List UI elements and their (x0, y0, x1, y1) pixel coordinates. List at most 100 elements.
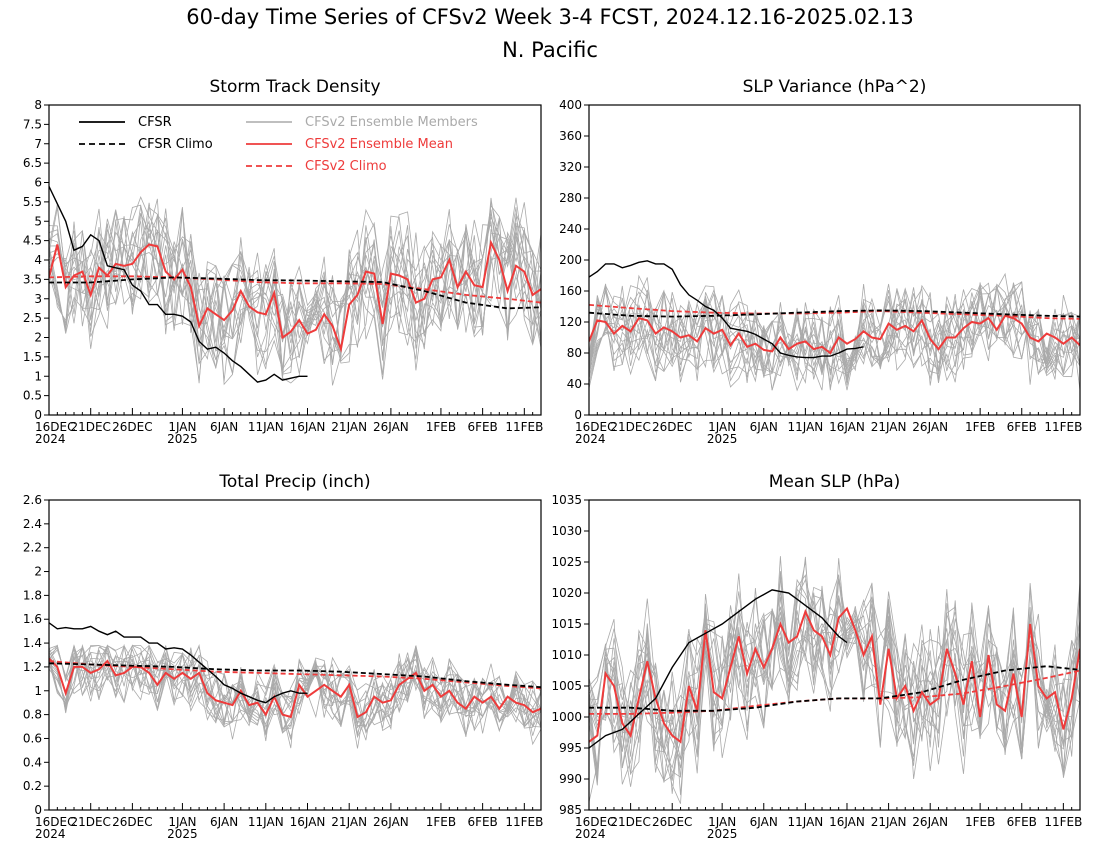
legend-entry: CFSv2 Ensemble Members (246, 115, 478, 130)
y-tick-label: 7 (34, 137, 42, 151)
series-group (49, 622, 541, 749)
y-tick-label: 1 (34, 369, 42, 383)
panel-mean-slp: Mean SLP (hPa) 985 990 995 1000 1005 1010 1015 1… (551, 472, 1082, 841)
y-tick-label: 120 (559, 315, 582, 329)
legend-label: CFSv2 Ensemble Mean (305, 137, 453, 152)
series-line-cfsr-climo (589, 309, 1080, 318)
figure-subtitle: N. Pacific (502, 38, 598, 62)
legend-label: CFSR (138, 115, 172, 130)
series-line-ensemble-member (49, 209, 541, 361)
x-tick-label: 6JAN (750, 815, 778, 829)
series-line-cfsr (589, 589, 848, 749)
x-tick-label: 26DEC (652, 420, 692, 434)
y-tick-label: 995 (559, 741, 582, 755)
y-tick-label: 200 (559, 253, 582, 267)
x-tick-label: 26DEC (112, 815, 152, 829)
y-tick-label: 2 (34, 331, 42, 345)
x-tick-label: 11FEB (505, 420, 543, 434)
x-tick-label: 1JAN (168, 815, 196, 829)
legend-entry: CFSv2 Ensemble Mean (246, 137, 453, 152)
plot-frame (588, 104, 1081, 416)
panel-title: Total Precip (inch) (218, 472, 370, 492)
y-tick-label: 0.2 (23, 779, 42, 793)
y-tick-label: 6.5 (23, 156, 42, 170)
x-tick-year-label: 2024 (35, 827, 66, 841)
x-tick-label: 26DEC (652, 815, 692, 829)
y-tick-label: 3 (34, 292, 42, 306)
series-line-ensemble-member (589, 274, 1080, 383)
series-line-cfsr-climo (589, 665, 1080, 712)
series-line-cfsr (49, 622, 308, 704)
x-tick-label: 16DEC (35, 420, 75, 434)
y-tick-label: 0.6 (23, 731, 42, 745)
x-tick-label: 11JAN (248, 815, 284, 829)
series-line-ensemble-member (49, 210, 541, 386)
series-line-ensemble-member (589, 571, 1080, 785)
y-tick-label: 240 (559, 222, 582, 236)
x-tick-label: 6FEB (1007, 420, 1037, 434)
series-line-ensemble-member (589, 587, 1080, 803)
x-tick-label: 11JAN (787, 815, 823, 829)
x-tick-label: 26DEC (112, 420, 152, 434)
x-tick-label: 6FEB (467, 420, 497, 434)
y-tick-label: 2.2 (23, 541, 42, 555)
x-tick-year-label: 2024 (575, 432, 606, 446)
y-tick-label: 1015 (551, 617, 582, 631)
x-tick-label: 16JAN (290, 420, 326, 434)
x-tick-label: 26JAN (373, 420, 409, 434)
x-tick-label: 6FEB (467, 815, 497, 829)
y-tick-label: 1025 (551, 555, 582, 569)
series-line-ensemble-member (49, 644, 541, 737)
y-tick-label: 6 (34, 176, 42, 190)
y-tick-label: 5.5 (23, 195, 42, 209)
series-line-ensemble-member (49, 644, 541, 736)
x-tick-label: 21JAN (871, 420, 907, 434)
x-tick-year-label: 2025 (167, 432, 198, 446)
series-line-ensemble-member (49, 208, 541, 374)
y-tick-label: 1.4 (23, 636, 42, 650)
x-tick-year-label: 2025 (707, 827, 738, 841)
series-line-ensemble-member (589, 284, 1080, 391)
panel-title: SLP Variance (hPa^2) (743, 77, 927, 97)
y-tick-label: 2 (34, 565, 42, 579)
series-line-ens-mean (49, 239, 541, 353)
x-tick-year-label: 2024 (35, 432, 66, 446)
x-tick-label: 11FEB (1044, 815, 1082, 829)
x-tick-label: 26JAN (373, 815, 409, 829)
y-tick-label: 1005 (551, 679, 582, 693)
series-line-ensemble-member (49, 196, 541, 384)
x-tick-label: 16DEC (575, 420, 615, 434)
x-tick-label: 11JAN (787, 420, 823, 434)
series-line-cfsr (49, 186, 308, 383)
series-group (589, 260, 1080, 392)
x-tick-label: 1FEB (426, 815, 456, 829)
series-line-ens-mean (589, 314, 1080, 355)
y-tick-label: 0 (34, 803, 42, 817)
x-tick-label: 16JAN (290, 815, 326, 829)
x-tick-year-label: 2024 (575, 827, 606, 841)
series-group (589, 556, 1080, 804)
x-tick-label: 16DEC (35, 815, 75, 829)
plot-frame (588, 499, 1081, 811)
x-tick-label: 26JAN (912, 420, 948, 434)
plot-frame (48, 104, 542, 416)
x-tick-label: 1FEB (426, 420, 456, 434)
x-tick-label: 1FEB (965, 420, 995, 434)
series-line-ensemble-member (589, 556, 1080, 781)
legend-label: CFSv2 Ensemble Members (305, 115, 478, 130)
x-tick-label: 21JAN (871, 815, 907, 829)
y-tick-label: 1.5 (23, 350, 42, 364)
series-line-ensemble-member (589, 282, 1080, 391)
x-tick-label: 6FEB (1007, 815, 1037, 829)
series-line-ensemble-member (589, 282, 1080, 391)
series-group (49, 186, 541, 386)
x-tick-label: 16JAN (829, 815, 865, 829)
y-tick-label: 2.6 (23, 493, 42, 507)
y-tick-label: 2.4 (23, 517, 42, 531)
x-tick-label: 1JAN (708, 420, 736, 434)
x-tick-label: 21DEC (70, 815, 110, 829)
y-tick-label: 985 (559, 803, 582, 817)
x-tick-label: 11FEB (505, 815, 543, 829)
y-tick-label: 1.2 (23, 660, 42, 674)
